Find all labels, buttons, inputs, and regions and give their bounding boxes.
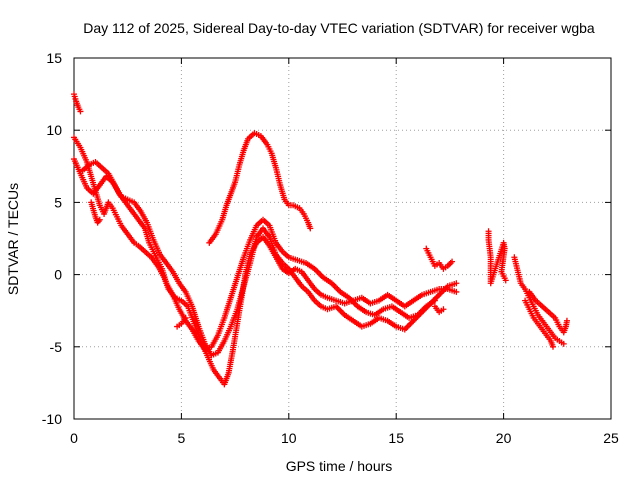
data-point (337, 307, 344, 314)
y-tick-label: -5 (50, 339, 63, 355)
series-track-5 (88, 199, 103, 226)
data-point (560, 340, 567, 347)
series-track-1 (71, 91, 84, 115)
data-point (314, 268, 321, 275)
data-point (433, 294, 440, 301)
data-point (407, 320, 414, 327)
data-point (333, 284, 340, 291)
data-point (331, 283, 338, 290)
series-track-6 (206, 130, 314, 246)
y-tick-label: 5 (54, 194, 62, 210)
x-tick-label: 5 (178, 430, 186, 446)
data-point (502, 277, 509, 284)
series-track-4 (79, 158, 460, 359)
series-track-8 (174, 314, 189, 330)
data-point (317, 271, 324, 278)
y-tick-label: 0 (54, 267, 62, 283)
data-point (421, 306, 428, 313)
data-point (453, 288, 460, 295)
data-point (441, 286, 448, 293)
data-point (77, 108, 84, 115)
data-point (437, 290, 444, 297)
data-point (434, 293, 441, 300)
data-points (71, 91, 570, 388)
x-tick-label: 10 (281, 430, 297, 446)
data-point (182, 314, 189, 321)
series-track-11 (511, 254, 567, 347)
x-tick-label: 15 (388, 430, 404, 446)
data-point (315, 270, 322, 277)
data-point (96, 216, 103, 223)
grid (74, 58, 611, 419)
series-track-12 (522, 297, 557, 350)
y-tick-label: 10 (46, 122, 62, 138)
data-point (403, 325, 410, 332)
data-point (440, 306, 447, 313)
data-point (416, 312, 423, 319)
data-point (418, 309, 425, 316)
x-axis-label: GPS time / hours (286, 458, 393, 474)
data-point (334, 304, 341, 311)
data-point (453, 280, 460, 287)
x-tick-label: 20 (496, 430, 512, 446)
data-point (307, 225, 314, 232)
y-tick-label: -10 (42, 411, 62, 427)
series-track-7 (423, 245, 456, 272)
data-point (449, 258, 456, 265)
data-point (338, 309, 345, 316)
series-track-13 (526, 288, 570, 336)
data-point (408, 319, 415, 326)
data-point (334, 286, 341, 293)
data-point (446, 261, 453, 268)
y-axis-label: SDTVAR / TECUs (5, 183, 21, 295)
series-track-10 (485, 228, 509, 287)
series-track-9 (431, 303, 447, 316)
chart-title: Day 112 of 2025, Sidereal Day-to-day VTE… (83, 20, 595, 36)
x-tick-label: 25 (603, 430, 619, 446)
data-point (550, 343, 557, 350)
data-point (447, 260, 454, 267)
axis-ticks (73, 57, 612, 420)
data-point (406, 322, 413, 329)
plot-frame (73, 57, 612, 420)
x-tick-labels: 0 5 10 15 20 25 (70, 430, 619, 446)
y-tick-label: 15 (46, 50, 62, 66)
x-tick-label: 0 (70, 430, 78, 446)
series-track-2 (71, 134, 460, 388)
data-point (420, 307, 427, 314)
y-tick-labels: -10 -5 0 5 10 15 (42, 50, 62, 427)
data-point (563, 317, 570, 324)
